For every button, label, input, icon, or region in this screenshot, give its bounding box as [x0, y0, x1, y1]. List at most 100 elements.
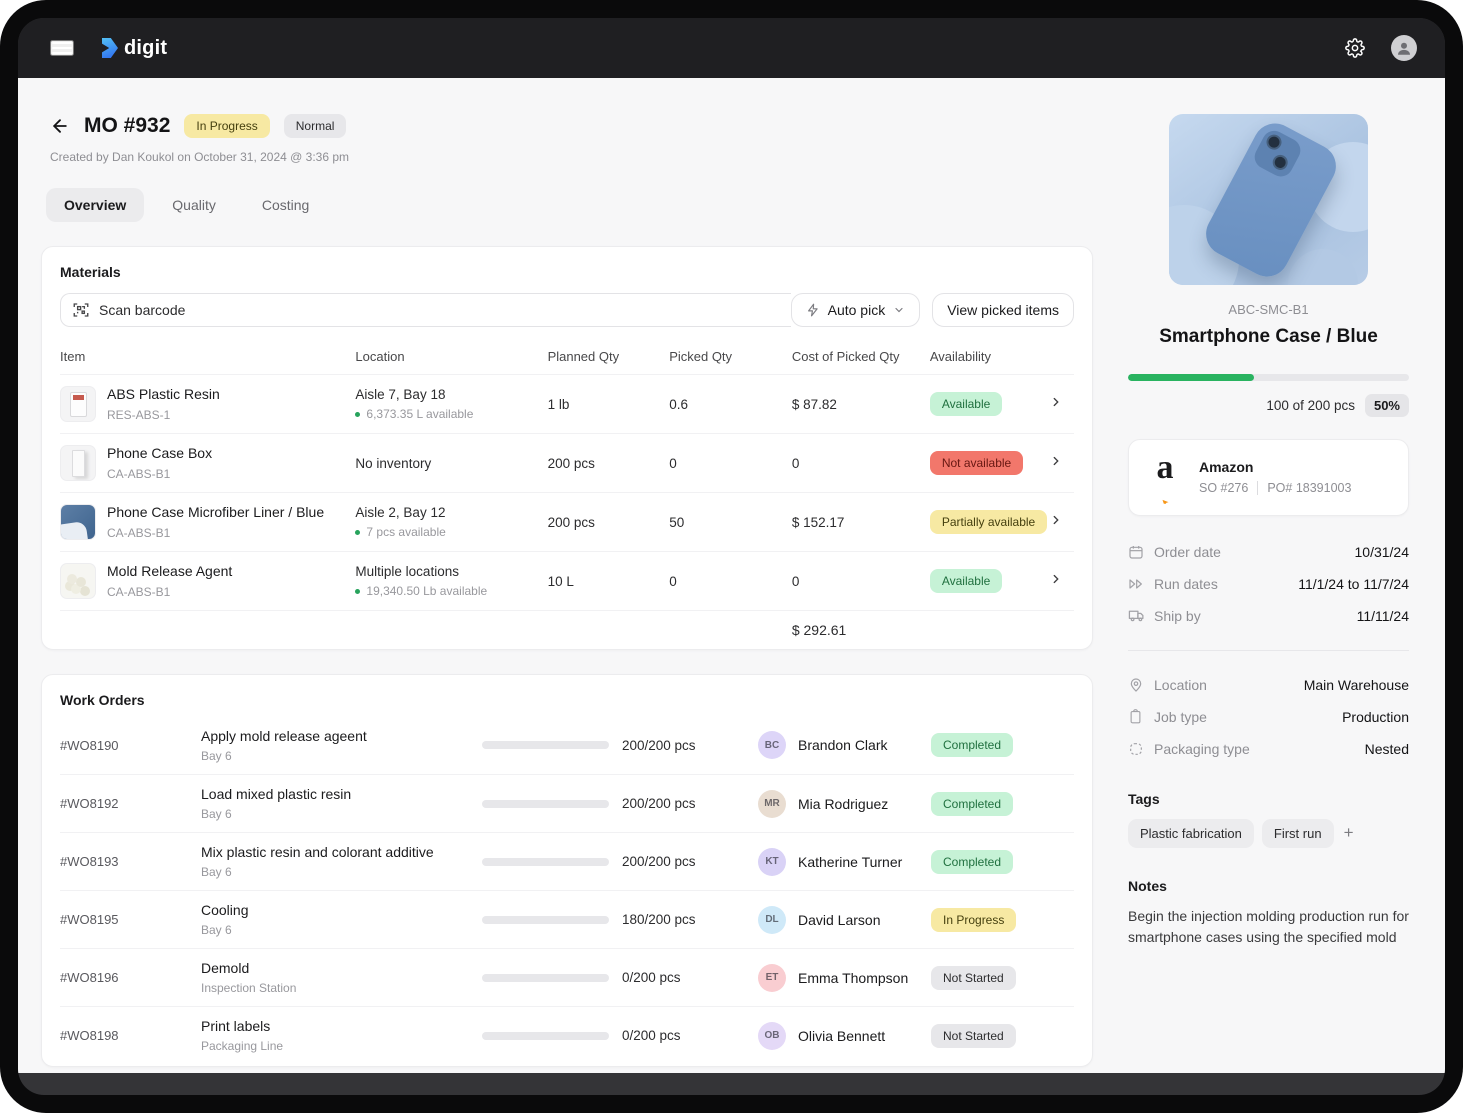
tab-quality[interactable]: Quality [154, 188, 234, 222]
work-order-status-badge: Completed [931, 791, 1014, 816]
work-order-row[interactable]: #WO8193 Mix plastic resin and colorant a… [60, 832, 1074, 890]
work-order-row[interactable]: #WO8195 Cooling Bay 6 180/200 pcs DL Dav… [60, 890, 1074, 948]
work-order-status-badge: Completed [931, 849, 1014, 874]
scan-barcode-input[interactable] [60, 293, 791, 327]
product-image [1169, 114, 1368, 285]
product-name: Smartphone Case / Blue [1159, 326, 1378, 347]
tab-bar: Overview Quality Costing [46, 188, 1093, 222]
item-thumbnail-liner [60, 504, 96, 540]
materials-table: Item Location Planned Qty Picked Qty Cos… [60, 335, 1074, 649]
column-header-cost: Cost of Picked Qty [791, 349, 900, 364]
progress-bar [482, 857, 609, 866]
sales-order-number: SO #276 [1199, 481, 1249, 496]
add-tag-button[interactable]: + [1343, 823, 1354, 843]
clipboard-icon [1128, 709, 1145, 724]
calendar-icon [1128, 544, 1145, 560]
total-cost: $ 292.61 [791, 610, 930, 649]
page-title: MO #932 [84, 114, 171, 137]
column-header-availability: Availability [929, 349, 992, 364]
tags-title: Tags [1128, 790, 1160, 807]
stock-dot [355, 588, 361, 594]
assignee-avatar: OB [758, 1021, 786, 1050]
work-order-status-badge: In Progress [931, 907, 1017, 932]
column-header-item: Item [60, 349, 86, 364]
availability-badge: Partially available [929, 510, 1048, 534]
order-details: Order date 10/31/24 Run dates 11/1/24 to… [1128, 536, 1409, 765]
auto-pick-label: Auto pick [827, 302, 886, 318]
packaging-icon [1128, 741, 1145, 757]
assignee-avatar: KT [758, 847, 786, 876]
progress-count: 100 of 200 pcs [1266, 398, 1355, 413]
materials-title: Materials [60, 264, 121, 280]
barcode-scan-icon [72, 301, 90, 324]
product-sku: ABC-SMC-B1 [1228, 302, 1309, 317]
item-thumbnail-resin [60, 386, 96, 422]
chevron-down-icon [893, 304, 905, 316]
lightning-icon [806, 303, 820, 317]
availability-badge: Not available [929, 451, 1024, 475]
progress-bar [482, 1031, 609, 1040]
assignee-avatar: BC [758, 731, 786, 759]
back-arrow-icon[interactable] [50, 116, 70, 136]
work-order-row[interactable]: #WO8198 Print labels Packaging Line 0/20… [60, 1006, 1074, 1064]
created-by-line: Created by Dan Koukol on October 31, 202… [50, 150, 350, 164]
notes-title: Notes [1128, 877, 1167, 894]
work-orders-title: Work Orders [60, 692, 145, 708]
chevron-right-icon[interactable] [1049, 551, 1074, 611]
app-window: digit [18, 18, 1445, 1095]
detail-row-order-date: Order date 10/31/24 [1128, 536, 1409, 568]
notes-section: Notes Begin the injection molding produc… [1128, 878, 1409, 948]
work-order-status-badge: Completed [931, 733, 1014, 757]
progress-bar [482, 915, 609, 924]
detail-row-location: Location Main Warehouse [1128, 669, 1409, 701]
menu-icon[interactable] [50, 40, 74, 56]
app-logo: digit [102, 37, 167, 60]
assignee-avatar: ET [758, 963, 786, 992]
vendor-card[interactable]: a Amazon SO #276 PO# 18391003 [1128, 439, 1409, 516]
progress-bar [482, 741, 609, 749]
page-content: MO #932 In Progress Normal Created by Da… [18, 78, 1445, 1073]
tab-costing[interactable]: Costing [244, 188, 327, 222]
material-row[interactable]: Phone Case Microfiber Liner / Blue CA-AB… [60, 492, 1074, 552]
detail-row-run-dates: Run dates 11/1/24 to 11/7/24 [1128, 568, 1409, 600]
user-avatar[interactable] [1391, 35, 1417, 61]
chevron-right-icon[interactable] [1049, 374, 1074, 434]
work-order-row[interactable]: #WO8196 Demold Inspection Station 0/200 … [60, 948, 1074, 1006]
work-order-status-badge: Not Started [931, 965, 1016, 990]
materials-total-row: $ 292.61 [60, 610, 1074, 649]
detail-row-ship-by: Ship by 11/11/24 [1128, 600, 1409, 632]
material-row[interactable]: ABS Plastic Resin RES-ABS-1 Aisle 7, Bay… [60, 374, 1074, 434]
column-header-planned: Planned Qty [547, 349, 620, 364]
work-order-row[interactable]: #WO8190 Apply mold release ageent Bay 6 … [60, 716, 1074, 774]
production-progress-bar [1128, 374, 1409, 381]
column-header-picked: Picked Qty [669, 349, 733, 364]
progress-percent-badge: 50% [1364, 394, 1409, 417]
chevron-right-icon[interactable] [1049, 433, 1074, 493]
work-orders-card: Work Orders #WO8190 Apply mold release a… [41, 674, 1093, 1067]
progress-bar [482, 799, 609, 808]
assignee-avatar: DL [758, 905, 786, 934]
tag-chip[interactable]: Plastic fabrication [1128, 818, 1254, 848]
chevron-right-icon[interactable] [1049, 492, 1074, 552]
material-row[interactable]: Phone Case Box CA-ABS-B1 No inventory 20… [60, 433, 1074, 493]
availability-badge: Available [929, 569, 1003, 593]
divider [1257, 481, 1259, 496]
availability-badge: Available [929, 392, 1003, 416]
view-picked-items-button[interactable]: View picked items [932, 293, 1074, 327]
topbar: digit [18, 18, 1445, 78]
tag-chip[interactable]: First run [1261, 818, 1334, 848]
work-order-row[interactable]: #WO8192 Load mixed plastic resin Bay 6 2… [60, 774, 1074, 832]
materials-card: Materials [41, 246, 1093, 650]
assignee-avatar: MR [758, 789, 786, 818]
vendor-name: Amazon [1199, 459, 1254, 476]
item-thumbnail-box [60, 445, 96, 481]
location-pin-icon [1128, 677, 1145, 693]
po-number: PO# 18391003 [1267, 481, 1352, 496]
truck-icon [1128, 607, 1145, 624]
tab-overview[interactable]: Overview [46, 188, 145, 222]
settings-gear-icon[interactable] [1345, 38, 1365, 58]
material-row[interactable]: Mold Release Agent CA-ABS-B1 Multiple lo… [60, 551, 1074, 611]
auto-pick-button[interactable]: Auto pick [790, 293, 921, 327]
